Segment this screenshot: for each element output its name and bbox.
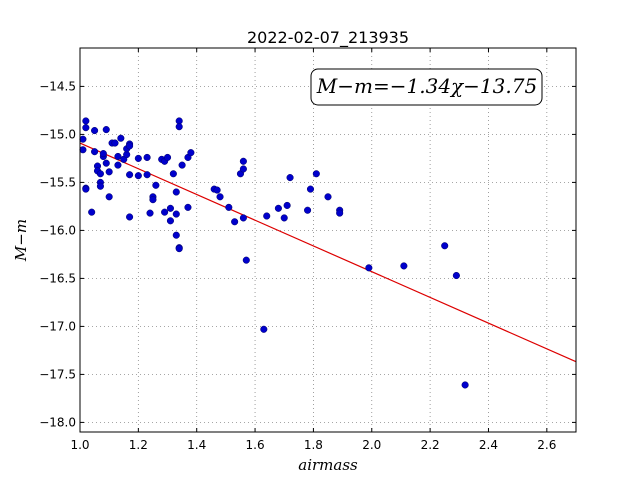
y-tick-label: −14.5 xyxy=(39,79,76,93)
data-point xyxy=(213,186,221,194)
data-point xyxy=(96,182,104,190)
data-point xyxy=(146,209,154,217)
data-point xyxy=(286,174,294,182)
data-point xyxy=(99,150,107,158)
data-point xyxy=(161,208,169,216)
data-point xyxy=(231,218,239,226)
chart-title: 2022-02-07_213935 xyxy=(247,28,409,48)
y-tick-label: −15.5 xyxy=(39,175,76,189)
axis-ticks: 1.0 1.2 1.4 1.6 1.8 2.0 2.2 2.4 2.6 −14.5 −15.0 −15… xyxy=(39,48,576,452)
y-tick-label: −15.0 xyxy=(39,127,76,141)
data-point xyxy=(239,165,247,173)
data-point xyxy=(96,170,104,178)
data-point xyxy=(79,146,87,154)
data-point xyxy=(91,148,99,156)
x-tick-label: 2.0 xyxy=(362,438,381,452)
data-point xyxy=(336,209,344,217)
y-tick-label: −18.0 xyxy=(39,415,76,429)
x-tick-label: 1.8 xyxy=(304,438,323,452)
x-tick-label: 1.4 xyxy=(187,438,206,452)
y-axis-label: M−m xyxy=(12,219,30,262)
data-point xyxy=(82,124,90,132)
x-axis-label: airmass xyxy=(298,456,358,474)
data-point xyxy=(134,154,142,162)
data-point xyxy=(102,126,110,134)
data-point xyxy=(304,206,312,214)
data-point xyxy=(166,204,174,212)
data-point xyxy=(143,153,151,161)
data-point xyxy=(283,201,291,209)
data-point xyxy=(134,172,142,180)
data-point xyxy=(324,193,332,201)
y-tick-label: −16.0 xyxy=(39,223,76,237)
data-point xyxy=(126,171,134,179)
data-point xyxy=(91,127,99,135)
data-point xyxy=(175,123,183,131)
data-point xyxy=(163,153,172,161)
data-point xyxy=(184,203,192,211)
data-point xyxy=(126,142,134,150)
equation-annotation: M−m=−1.34χ−13.75 xyxy=(310,68,543,106)
data-point xyxy=(187,149,195,157)
data-point xyxy=(172,231,180,239)
y-tick-label: −16.5 xyxy=(39,271,76,285)
data-point xyxy=(441,242,449,250)
data-point xyxy=(239,157,247,165)
data-point xyxy=(225,203,233,211)
fit-line xyxy=(79,142,577,363)
data-point xyxy=(312,170,320,178)
data-point xyxy=(152,181,160,189)
data-point xyxy=(88,208,96,216)
data-point xyxy=(149,196,157,204)
data-point xyxy=(166,217,174,225)
x-tick-label: 2.2 xyxy=(421,438,440,452)
data-point xyxy=(461,381,469,389)
data-point xyxy=(105,193,113,201)
x-tick-label: 1.0 xyxy=(70,438,89,452)
y-tick-label: −17.0 xyxy=(39,319,76,333)
fit-line-group xyxy=(79,142,577,363)
data-point xyxy=(102,159,110,167)
annotation-text: M−m=−1.34χ−13.75 xyxy=(316,74,537,98)
data-point xyxy=(306,185,315,193)
data-point xyxy=(172,210,180,218)
data-point xyxy=(239,214,247,222)
y-tick-label: −17.5 xyxy=(39,367,76,381)
data-point xyxy=(82,185,90,193)
data-point xyxy=(452,271,460,280)
data-point xyxy=(169,170,177,178)
data-point xyxy=(79,135,87,143)
data-point xyxy=(126,213,134,221)
data-point xyxy=(178,161,186,169)
data-points xyxy=(79,117,469,389)
x-tick-label: 1.2 xyxy=(129,438,148,452)
data-point xyxy=(114,161,122,169)
plot-frame xyxy=(79,47,577,433)
data-point xyxy=(263,212,271,220)
data-point xyxy=(82,117,90,125)
data-point xyxy=(216,193,224,201)
annotation-box xyxy=(310,68,543,106)
grid-lines xyxy=(79,48,576,432)
data-point xyxy=(365,264,373,272)
x-tick-label: 2.4 xyxy=(479,438,498,452)
data-point xyxy=(111,139,119,147)
data-point xyxy=(242,256,250,264)
data-point xyxy=(172,188,180,196)
data-point xyxy=(105,168,113,176)
data-point xyxy=(114,152,122,161)
data-point xyxy=(117,134,125,142)
x-tick-label: 2.6 xyxy=(537,438,556,452)
data-point xyxy=(260,325,268,333)
data-point xyxy=(400,262,408,270)
data-point xyxy=(274,204,282,212)
data-point xyxy=(280,214,288,222)
data-point xyxy=(143,171,151,179)
x-tick-label: 1.6 xyxy=(246,438,265,452)
data-point xyxy=(175,245,183,253)
